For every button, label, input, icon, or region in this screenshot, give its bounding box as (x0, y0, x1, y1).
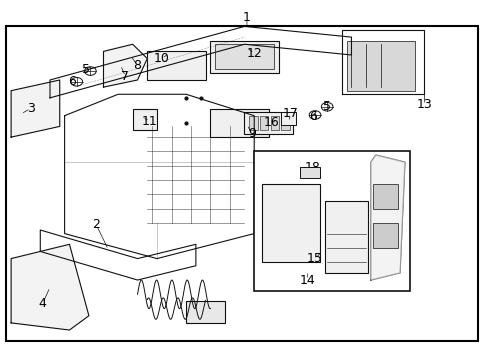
Bar (210, 109, 268, 137)
Bar (186, 301, 224, 323)
Text: 5: 5 (323, 100, 330, 113)
Bar (324, 202, 368, 273)
Bar (6, 26, 477, 341)
Text: 4: 4 (39, 297, 46, 310)
Text: 5: 5 (82, 63, 90, 76)
Text: 9: 9 (247, 127, 255, 140)
Bar (249, 116, 257, 130)
Bar (372, 184, 397, 208)
Bar (346, 41, 414, 91)
Text: 17: 17 (282, 107, 298, 120)
Bar (281, 116, 289, 130)
Text: 1: 1 (243, 11, 250, 24)
Text: 10: 10 (154, 52, 169, 65)
Text: 8: 8 (133, 59, 141, 72)
Text: 7: 7 (121, 70, 129, 83)
Text: 11: 11 (142, 114, 157, 127)
Text: 18: 18 (304, 161, 320, 174)
Text: 3: 3 (26, 102, 35, 115)
Bar (372, 223, 397, 248)
Bar (281, 112, 295, 125)
Bar (215, 44, 273, 69)
Text: 15: 15 (306, 252, 322, 265)
Polygon shape (103, 44, 147, 87)
Bar (210, 41, 278, 73)
Bar (261, 184, 319, 262)
Text: 2: 2 (92, 218, 100, 231)
Text: 6: 6 (68, 75, 76, 88)
Bar (254, 152, 409, 291)
Polygon shape (11, 244, 89, 330)
Polygon shape (11, 80, 60, 137)
Bar (6, 26, 477, 341)
Text: 13: 13 (416, 99, 431, 112)
Bar (244, 112, 292, 134)
Bar (260, 116, 268, 130)
Text: 14: 14 (299, 274, 315, 287)
Text: 12: 12 (246, 47, 262, 60)
Text: 16: 16 (263, 116, 279, 129)
Bar (300, 167, 319, 178)
Text: 6: 6 (308, 110, 316, 123)
Bar (270, 116, 279, 130)
Polygon shape (370, 155, 404, 280)
Bar (147, 51, 205, 80)
Bar (132, 109, 157, 130)
